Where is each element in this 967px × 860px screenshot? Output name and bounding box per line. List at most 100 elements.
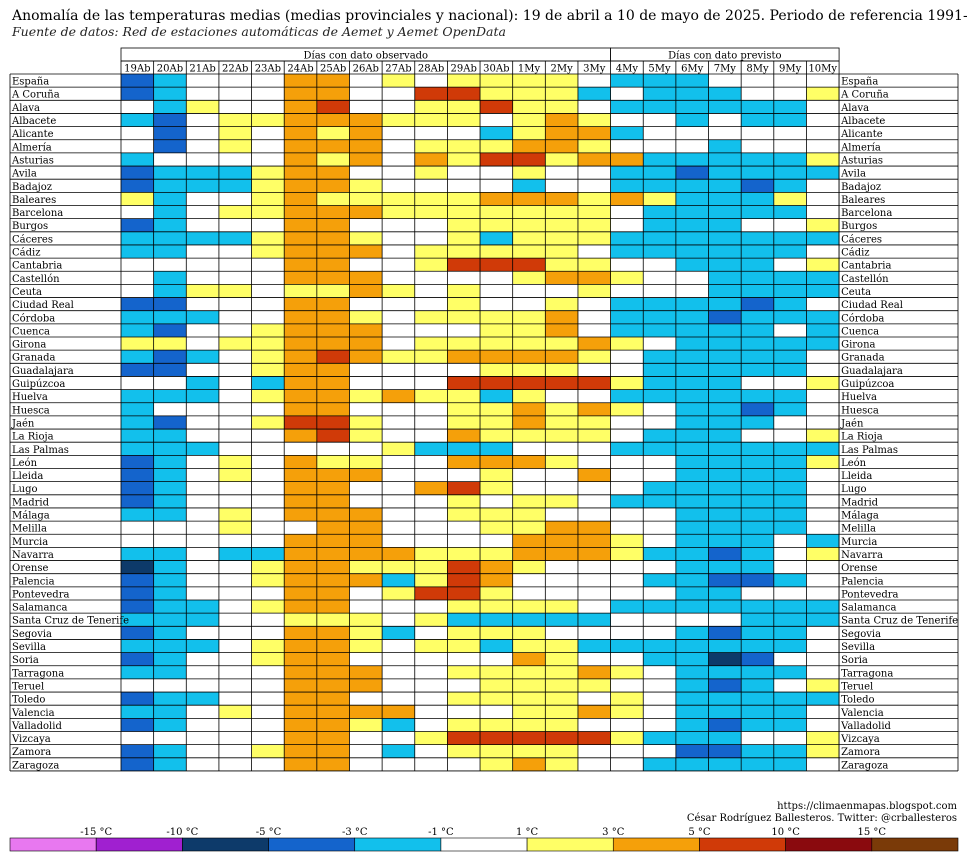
heatmap-cell [251, 244, 285, 259]
heatmap-cell [382, 757, 415, 771]
region-label-right: Cáceres [841, 234, 882, 245]
heatmap-cell [218, 350, 252, 364]
region-label-right: Segovia [841, 629, 881, 640]
heatmap-cell [512, 350, 546, 364]
region-label-left: Castellón [12, 274, 60, 285]
heatmap-cell [773, 258, 807, 272]
heatmap-cell [806, 705, 840, 719]
heatmap-cell [741, 74, 774, 88]
heatmap-cell [545, 218, 578, 232]
heatmap-cell [577, 744, 611, 758]
heatmap-cell [349, 455, 383, 469]
heatmap-cell [186, 718, 219, 732]
legend-swatch [526, 837, 614, 852]
heatmap-cell [251, 350, 285, 364]
region-label-right: Córdoba [841, 313, 884, 324]
heatmap-cell [186, 310, 219, 324]
heatmap-cell [675, 74, 709, 88]
heatmap-cell [218, 415, 252, 430]
heatmap-cell [153, 389, 187, 403]
heatmap-cell [284, 652, 317, 666]
heatmap-cell [153, 139, 187, 153]
heatmap-cell [512, 389, 546, 403]
heatmap-cell [251, 297, 285, 311]
heatmap-cell [382, 363, 415, 377]
heatmap-cell [382, 350, 415, 364]
heatmap-cell [577, 152, 611, 167]
heatmap-cell [382, 586, 415, 600]
heatmap-cell [153, 665, 187, 679]
heatmap-cell [153, 100, 187, 114]
heatmap-cell [708, 284, 742, 298]
heatmap-cell [218, 192, 252, 206]
heatmap-cell [512, 639, 546, 653]
heatmap-cell [806, 205, 840, 219]
region-label-left: Sevilla [12, 642, 46, 653]
heatmap-cell [251, 429, 285, 443]
heatmap-cell [316, 573, 350, 587]
region-label-right: Avila [840, 169, 866, 180]
heatmap-cell [284, 271, 317, 285]
heatmap-cell [806, 284, 840, 298]
heatmap-cell [251, 376, 285, 390]
heatmap-cell [153, 757, 187, 771]
heatmap-cell [643, 87, 676, 101]
heatmap-cell [316, 231, 350, 245]
heatmap-cell [643, 100, 676, 114]
heatmap-cell [512, 600, 546, 614]
heatmap-cell [545, 337, 578, 351]
heatmap-cell [121, 152, 154, 167]
heatmap-cell [545, 678, 578, 693]
heatmap-cell [773, 323, 807, 337]
heatmap-cell [349, 757, 383, 771]
heatmap-cell [414, 429, 448, 443]
heatmap-cell [447, 297, 481, 311]
heatmap-cell [186, 731, 219, 745]
heatmap-cell [480, 639, 513, 653]
heatmap-cell [610, 705, 644, 719]
heatmap-cell [643, 350, 676, 364]
heatmap-cell [512, 205, 546, 219]
heatmap-cell [708, 244, 742, 259]
region-label-left: Cuenca [12, 326, 50, 337]
heatmap-cell [251, 284, 285, 298]
heatmap-cell [121, 192, 154, 206]
day-label: 4My [616, 63, 639, 74]
heatmap-cell [773, 415, 807, 430]
heatmap-cell [545, 126, 578, 140]
heatmap-cell [382, 481, 415, 495]
heatmap-cell [414, 284, 448, 298]
heatmap-cell [447, 692, 481, 706]
heatmap-cell [577, 113, 611, 127]
credit-url[interactable]: https://climaenmapas.blogspot.com [777, 801, 957, 812]
heatmap-cell [382, 100, 415, 114]
heatmap-cell [741, 757, 774, 771]
heatmap-cell [382, 494, 415, 508]
heatmap-cell [447, 521, 481, 535]
heatmap-cell [643, 179, 676, 193]
heatmap-cell [284, 626, 317, 640]
heatmap-cell [480, 573, 513, 587]
heatmap-cell [741, 481, 774, 495]
day-label: 28Ab [418, 63, 444, 74]
heatmap-cell [447, 113, 481, 127]
heatmap-cell [153, 310, 187, 324]
heatmap-cell [153, 87, 187, 101]
region-label-right: Soria [841, 655, 868, 666]
heatmap-cell [545, 639, 578, 653]
legend-tick-label: -10 °C [166, 827, 198, 838]
heatmap-cell [675, 494, 709, 508]
heatmap-cell [610, 652, 644, 666]
heatmap-cell [675, 429, 709, 443]
day-label: 25Ab [320, 63, 346, 74]
heatmap-cell [773, 152, 807, 167]
heatmap-cell [643, 494, 676, 508]
heatmap-cell [349, 468, 383, 482]
heatmap-cell [708, 665, 742, 679]
heatmap-cell [512, 481, 546, 495]
heatmap-cell [806, 113, 840, 127]
heatmap-cell [153, 429, 187, 443]
heatmap-cell [153, 705, 187, 719]
heatmap-cell [773, 547, 807, 561]
heatmap-cell [218, 481, 252, 495]
